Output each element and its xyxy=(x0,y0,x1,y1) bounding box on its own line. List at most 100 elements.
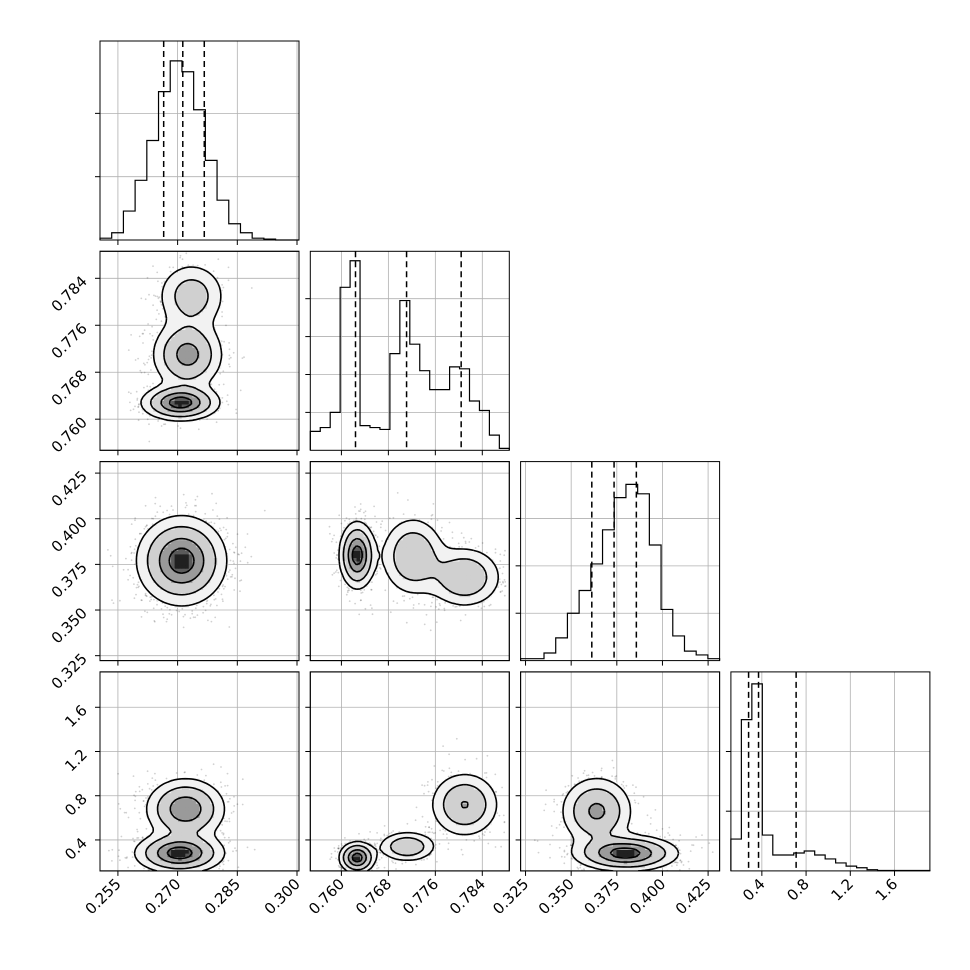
density-cell xyxy=(178,365,183,369)
density-cell xyxy=(156,522,161,526)
density-cell xyxy=(206,368,211,373)
density-cell xyxy=(181,379,186,384)
density-cell xyxy=(149,411,154,416)
density-cell xyxy=(199,593,204,598)
density-cell xyxy=(178,518,183,523)
density-cell xyxy=(160,529,165,534)
density-cell xyxy=(167,550,172,555)
density-cell xyxy=(199,325,204,330)
sample-point xyxy=(220,529,222,532)
sample-point xyxy=(130,552,133,555)
density-cell xyxy=(192,407,197,412)
sample-point xyxy=(213,598,216,601)
sample-point xyxy=(221,401,224,404)
density-cell xyxy=(164,397,168,401)
sample-point xyxy=(215,421,218,424)
density-cell xyxy=(206,336,211,341)
sample-point xyxy=(439,604,441,607)
density-cell xyxy=(181,539,186,544)
sample-point xyxy=(345,517,348,519)
density-cell xyxy=(164,600,168,605)
density-cell xyxy=(185,543,190,548)
density-cell xyxy=(210,279,215,284)
density-cell xyxy=(217,571,222,576)
sample-point xyxy=(134,519,136,522)
density-cell xyxy=(160,582,165,587)
density-cell xyxy=(153,568,158,573)
density-cell xyxy=(210,389,215,394)
density-cell xyxy=(192,543,197,548)
density-cell xyxy=(167,525,172,530)
density-cell xyxy=(217,536,222,541)
density-cell xyxy=(181,596,186,601)
sample-point xyxy=(129,401,131,404)
density-cell xyxy=(174,283,179,288)
density-cell xyxy=(185,539,190,544)
sample-point xyxy=(134,359,137,361)
sample-point xyxy=(156,271,159,274)
density-cell xyxy=(160,347,165,352)
sample-point xyxy=(134,405,136,408)
y-tick-label: 0.375 xyxy=(48,558,91,601)
sample-point xyxy=(162,616,165,619)
density-cell xyxy=(181,564,186,569)
density-cell xyxy=(160,414,165,419)
density-cell xyxy=(220,543,225,548)
density-cell xyxy=(181,582,186,587)
density-cell xyxy=(160,386,165,391)
density-cell xyxy=(203,322,208,327)
density-cell xyxy=(203,333,208,337)
density-cell xyxy=(206,350,211,355)
panel-frame-top xyxy=(99,461,300,662)
sample-point xyxy=(209,605,212,607)
density-cell xyxy=(192,297,197,302)
sample-point xyxy=(136,399,139,401)
density-cell xyxy=(167,575,172,580)
density-cell xyxy=(192,357,197,362)
density-cell xyxy=(181,357,186,362)
density-cell xyxy=(178,397,183,401)
density-cell xyxy=(210,343,215,348)
density-cell xyxy=(164,404,168,409)
density-cell xyxy=(171,596,176,601)
density-cell xyxy=(213,301,218,306)
sample-point xyxy=(423,623,426,626)
density-cell xyxy=(167,343,172,348)
density-cell xyxy=(199,272,204,277)
sample-point xyxy=(144,525,147,528)
density-cell xyxy=(195,539,200,544)
density-cell xyxy=(203,386,208,391)
density-cell xyxy=(195,343,200,348)
density-cell xyxy=(203,586,208,590)
density-cell xyxy=(178,389,183,394)
sample-point xyxy=(241,357,244,359)
density-cell xyxy=(174,596,179,601)
density-cell xyxy=(206,329,211,334)
sample-point xyxy=(374,534,377,537)
density-cell xyxy=(181,301,186,306)
sample-point xyxy=(345,593,348,596)
density-cell xyxy=(160,357,165,362)
sample-point xyxy=(246,533,249,535)
sample-point xyxy=(333,534,335,537)
sample-point xyxy=(222,600,224,603)
density-cell xyxy=(188,357,193,362)
sample-point xyxy=(146,611,149,614)
sample-point xyxy=(165,620,168,623)
sample-point xyxy=(502,566,505,568)
sample-point xyxy=(150,369,152,371)
density-cell xyxy=(160,382,165,387)
density-cell xyxy=(171,279,176,284)
density-cell xyxy=(210,554,215,558)
density-cell xyxy=(153,586,158,590)
y-tick-label: 0.400 xyxy=(48,513,91,556)
density-cell xyxy=(164,393,168,398)
density-cell xyxy=(181,386,186,391)
sample-point xyxy=(169,608,171,611)
sample-point xyxy=(329,532,331,535)
sample-point xyxy=(170,613,173,616)
sample-point xyxy=(244,546,247,549)
density-cell xyxy=(167,397,172,401)
density-cell xyxy=(181,397,186,401)
density-cell xyxy=(192,279,197,284)
